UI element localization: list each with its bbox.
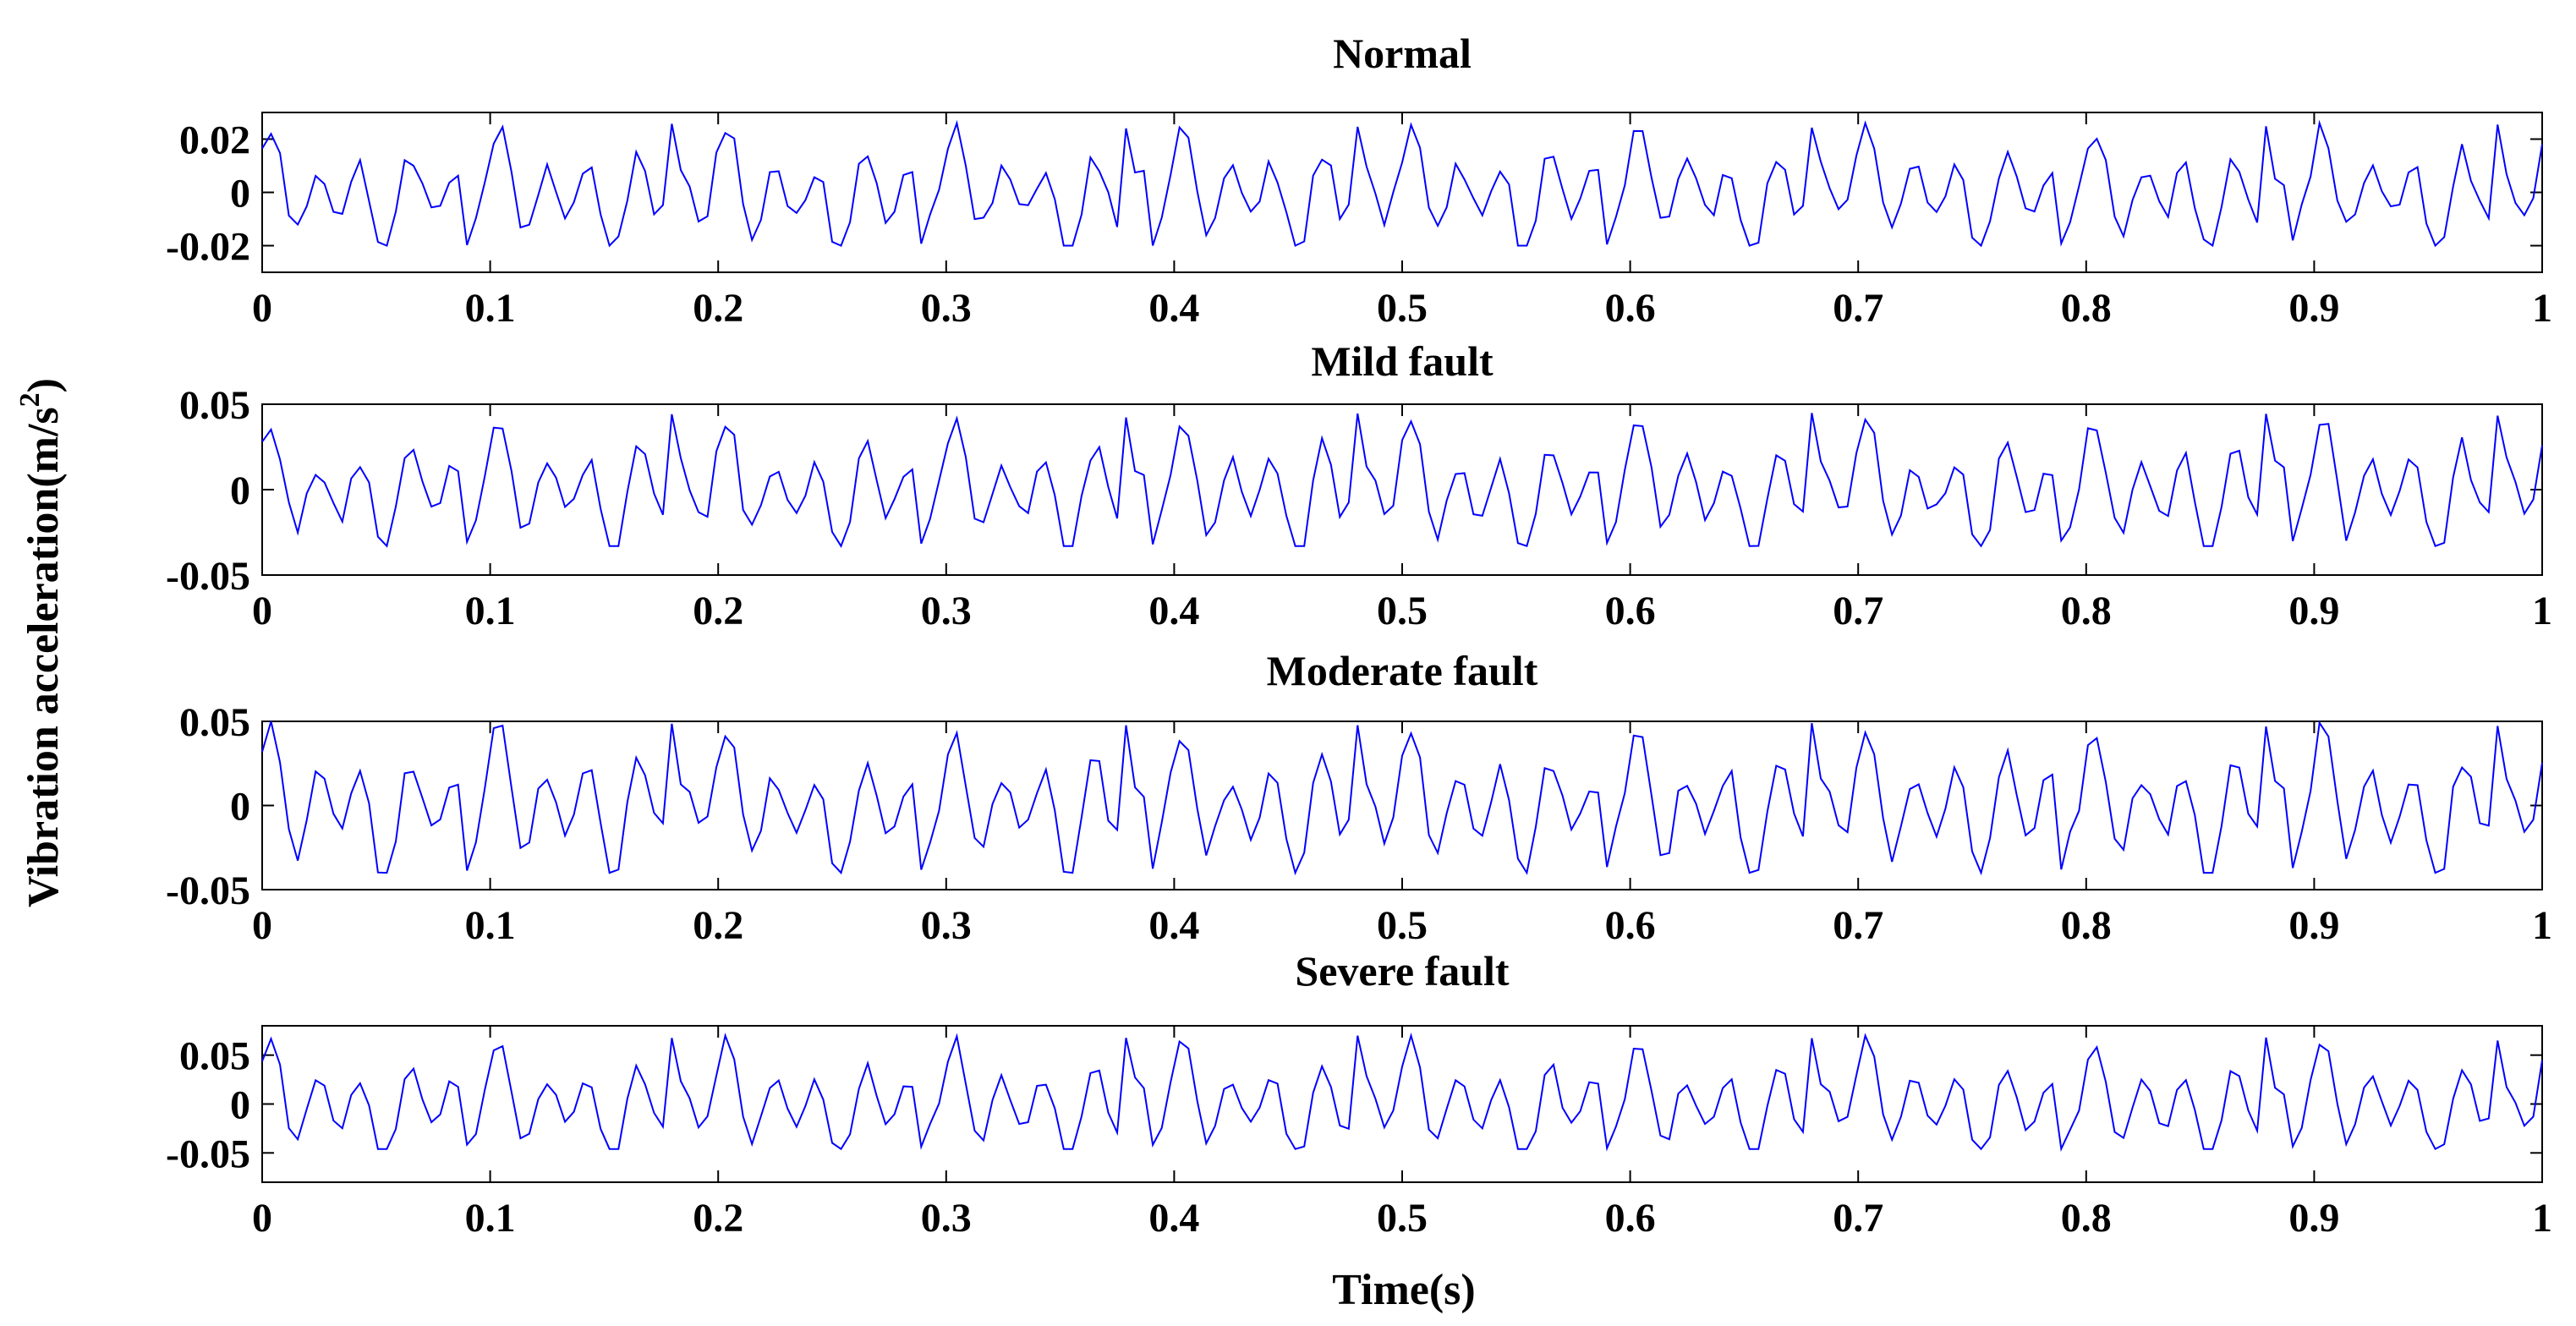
y-tick-label-severe-fault: 0.05 — [179, 1034, 250, 1079]
x-tick-label-normal: 0.1 — [465, 286, 516, 331]
y-tick-label-mild-fault: 0.05 — [179, 383, 250, 428]
x-tick-label-severe-fault: 1 — [2532, 1196, 2552, 1241]
x-tick-label-mild-fault: 0.4 — [1148, 589, 1199, 633]
x-tick-label-normal: 0.4 — [1148, 286, 1199, 331]
y-tick-label-mild-fault: 0 — [230, 468, 250, 513]
x-tick-label-moderate-fault: 0 — [252, 903, 272, 948]
x-tick-label-normal: 0.8 — [2061, 286, 2112, 331]
y-tick-label-moderate-fault: 0.05 — [179, 700, 250, 745]
x-tick-label-moderate-fault: 0.7 — [1833, 903, 1883, 948]
x-tick-label-normal: 0.2 — [693, 286, 743, 331]
y-tick-label-normal: 0 — [230, 172, 250, 216]
x-tick-label-severe-fault: 0.1 — [465, 1196, 516, 1241]
x-tick-label-normal: 0.7 — [1833, 286, 1883, 331]
y-axis-label-close: ) — [19, 378, 68, 392]
x-tick-label-moderate-fault: 0.2 — [693, 903, 743, 948]
x-tick-label-normal: 0.5 — [1377, 286, 1428, 331]
x-tick-label-mild-fault: 0.3 — [921, 589, 972, 633]
x-axis-label: Time(s) — [1332, 1266, 1475, 1314]
x-tick-label-normal: 0.9 — [2288, 286, 2339, 331]
y-tick-label-normal: -0.02 — [166, 225, 250, 270]
x-tick-label-normal: 0 — [252, 286, 272, 331]
x-tick-label-severe-fault: 0.8 — [2061, 1196, 2112, 1241]
panel-moderate-fault: Moderate fault 0 0.1 0.2 0.3 0.4 0.5 0.6 0.7 0.8 0… — [166, 647, 2552, 948]
x-tick-label-severe-fault: 0.6 — [1605, 1196, 1656, 1241]
x-tick-label-severe-fault: 0.2 — [693, 1196, 743, 1241]
x-tick-label-normal: 0.6 — [1605, 286, 1656, 331]
x-tick-label-mild-fault: 1 — [2532, 589, 2552, 633]
y-tick-label-severe-fault: 0 — [230, 1083, 250, 1128]
y-tick-label-normal: 0.02 — [179, 118, 250, 163]
panel-normal: Normal 0 0.1 0.2 0.3 0.4 0.5 0.6 0.7 0.8 0.9 1 -0.02… — [166, 30, 2552, 331]
x-tick-label-severe-fault: 0.9 — [2288, 1196, 2339, 1241]
x-tick-label-moderate-fault: 0.5 — [1377, 903, 1428, 948]
x-tick-label-moderate-fault: 0.6 — [1605, 903, 1656, 948]
y-tick-label-severe-fault: -0.05 — [166, 1131, 250, 1176]
x-tick-label-mild-fault: 0.2 — [693, 589, 743, 633]
y-tick-label-moderate-fault: 0 — [230, 785, 250, 830]
panel-title-normal: Normal — [1333, 30, 1472, 77]
panel-mild-fault: Mild fault 0 0.1 0.2 0.3 0.4 0.5 0.6 0.7 0.8 0.9 1 -… — [166, 337, 2552, 633]
y-axis-label-superscript: 2 — [14, 392, 46, 407]
y-tick-label-mild-fault: -0.05 — [166, 554, 250, 599]
x-tick-label-mild-fault: 0 — [252, 589, 272, 633]
y-axis-label: Vibration acceleration(m/s2) — [14, 378, 68, 907]
y-tick-label-moderate-fault: -0.05 — [166, 868, 250, 913]
x-tick-label-severe-fault: 0.4 — [1148, 1196, 1199, 1241]
signal-line-severe-fault — [261, 1032, 2543, 1152]
x-tick-label-mild-fault: 0.6 — [1605, 589, 1656, 633]
x-tick-label-mild-fault: 0.1 — [465, 589, 516, 633]
x-tick-label-moderate-fault: 0.1 — [465, 903, 516, 948]
panel-title-mild-fault: Mild fault — [1311, 337, 1494, 385]
x-tick-label-moderate-fault: 1 — [2532, 903, 2552, 948]
x-tick-label-severe-fault: 0.7 — [1833, 1196, 1883, 1241]
x-tick-label-severe-fault: 0.3 — [921, 1196, 972, 1241]
x-tick-label-mild-fault: 0.7 — [1833, 589, 1883, 633]
panel-title-moderate-fault: Moderate fault — [1267, 647, 1538, 694]
x-tick-label-mild-fault: 0.5 — [1377, 589, 1428, 633]
panel-title-severe-fault: Severe fault — [1295, 947, 1510, 994]
x-tick-label-moderate-fault: 0.9 — [2288, 903, 2339, 948]
signal-line-mild-fault — [261, 413, 2543, 548]
x-tick-label-moderate-fault: 0.8 — [2061, 903, 2112, 948]
x-tick-label-normal: 0.3 — [921, 286, 972, 331]
panel-severe-fault: Severe fault 0 0.1 0.2 0.3 0.4 0.5 0.6 0.7 0.8 0.9… — [166, 947, 2552, 1241]
x-tick-label-severe-fault: 0 — [252, 1196, 272, 1241]
x-tick-label-mild-fault: 0.8 — [2061, 589, 2112, 633]
x-tick-label-moderate-fault: 0.4 — [1148, 903, 1199, 948]
x-tick-label-moderate-fault: 0.3 — [921, 903, 972, 948]
x-tick-label-severe-fault: 0.5 — [1377, 1196, 1428, 1241]
x-tick-label-normal: 1 — [2532, 286, 2552, 331]
x-tick-label-mild-fault: 0.9 — [2288, 589, 2339, 633]
signal-line-moderate-fault — [261, 720, 2543, 876]
signal-line-normal — [261, 119, 2543, 248]
